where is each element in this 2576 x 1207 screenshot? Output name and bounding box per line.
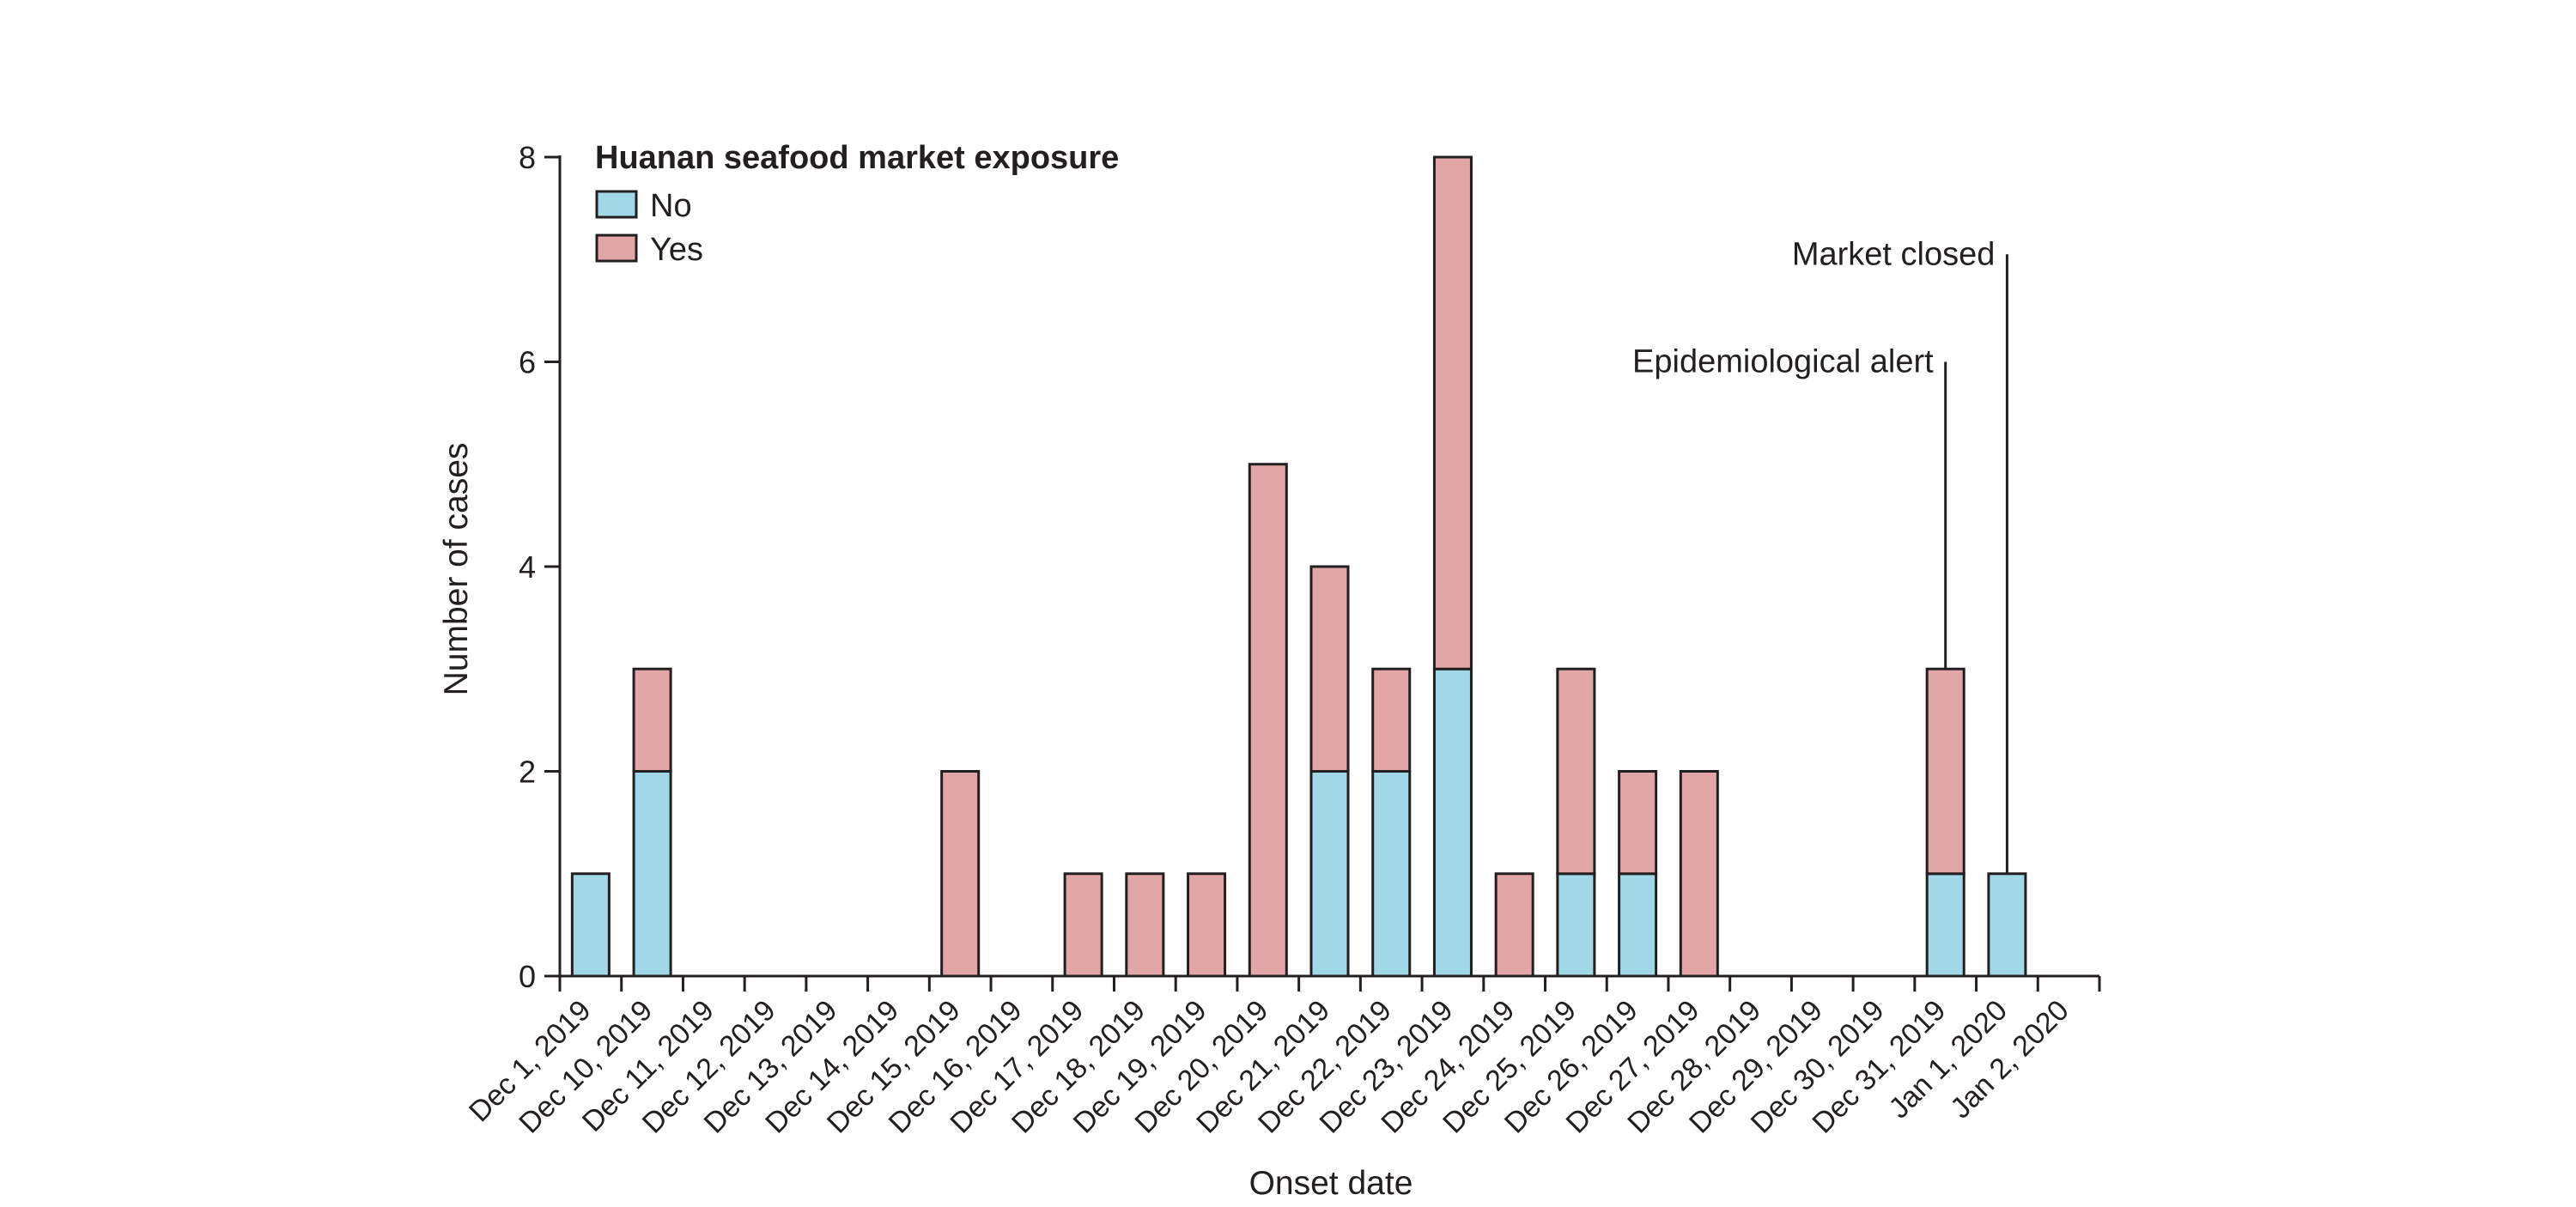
y-ticks: 0 2 4 6 8: [519, 140, 560, 994]
y-tick-label: 0: [519, 959, 536, 994]
bar-yes: [1556, 667, 1596, 876]
y-tick-label: 4: [519, 549, 536, 585]
y-axis-label: Number of cases: [438, 443, 475, 696]
bar-yes: [632, 667, 672, 773]
bar-no: [1987, 872, 2027, 978]
legend-label-yes: Yes: [650, 232, 703, 268]
bar-no: [1371, 770, 1412, 978]
bar-yes: [1187, 872, 1227, 978]
bar-yes: [1925, 667, 1965, 876]
y-tick-label: 2: [519, 755, 536, 790]
bar-yes: [1309, 565, 1350, 773]
bar-yes: [1063, 872, 1103, 978]
bar-yes: [1371, 667, 1412, 773]
bar-yes: [1494, 872, 1534, 978]
annotation-label: Market closed: [1792, 236, 1996, 272]
legend-title: Huanan seafood market exposure: [595, 140, 1119, 176]
legend-swatch-yes: [595, 234, 638, 263]
bars: [570, 155, 2027, 978]
bar-no: [1432, 667, 1473, 978]
legend: Huanan seafood market exposure No Yes: [595, 140, 1119, 268]
annotations: Epidemiological alert Market closed: [1632, 236, 2008, 874]
bar-no: [632, 770, 672, 978]
bar-no: [1618, 872, 1658, 978]
bar-yes: [940, 770, 981, 978]
y-tick-label: 8: [519, 140, 536, 175]
bar-yes: [1432, 155, 1473, 670]
x-axis-label: Onset date: [1249, 1165, 1413, 1202]
bar-no: [1309, 770, 1350, 978]
bar-no: [570, 872, 611, 978]
bar-yes: [1248, 463, 1288, 978]
bar-yes: [1679, 770, 1719, 978]
bar-no: [1556, 872, 1596, 978]
y-tick-label: 6: [519, 345, 536, 380]
bar-no: [1925, 872, 1965, 978]
annotation-label: Epidemiological alert: [1632, 344, 1934, 380]
bar-yes: [1125, 872, 1165, 978]
bar-yes: [1618, 770, 1658, 876]
legend-swatch-no: [595, 190, 638, 219]
legend-label-no: No: [650, 188, 692, 224]
